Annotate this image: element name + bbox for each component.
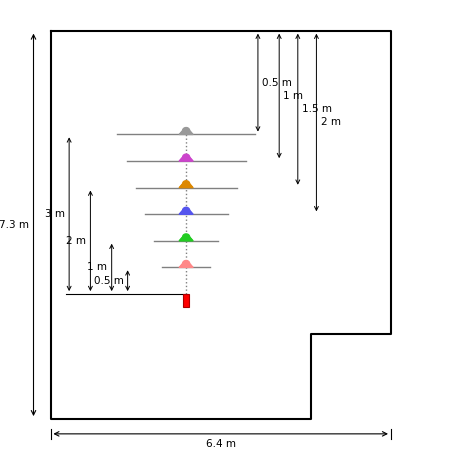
Polygon shape	[179, 237, 193, 241]
Polygon shape	[182, 181, 189, 184]
Text: 7.3 m: 7.3 m	[0, 220, 29, 230]
Text: 2 m: 2 m	[320, 117, 340, 128]
Polygon shape	[182, 207, 189, 210]
Polygon shape	[182, 260, 189, 263]
Text: 6.4 m: 6.4 m	[205, 439, 235, 449]
Text: 0.5 m: 0.5 m	[262, 78, 291, 88]
Text: 1 m: 1 m	[283, 91, 303, 101]
Text: 1 m: 1 m	[87, 262, 107, 272]
Polygon shape	[179, 210, 193, 214]
Text: 0.5 m: 0.5 m	[93, 276, 123, 286]
Polygon shape	[179, 184, 193, 187]
Polygon shape	[179, 263, 193, 268]
Polygon shape	[179, 130, 193, 134]
Text: 2 m: 2 m	[66, 236, 86, 246]
Polygon shape	[182, 154, 189, 157]
Polygon shape	[182, 128, 189, 130]
Text: 1.5 m: 1.5 m	[302, 104, 331, 114]
Text: 3 m: 3 m	[45, 209, 65, 219]
Polygon shape	[182, 234, 189, 237]
Bar	[183, 294, 189, 307]
Polygon shape	[179, 157, 193, 161]
